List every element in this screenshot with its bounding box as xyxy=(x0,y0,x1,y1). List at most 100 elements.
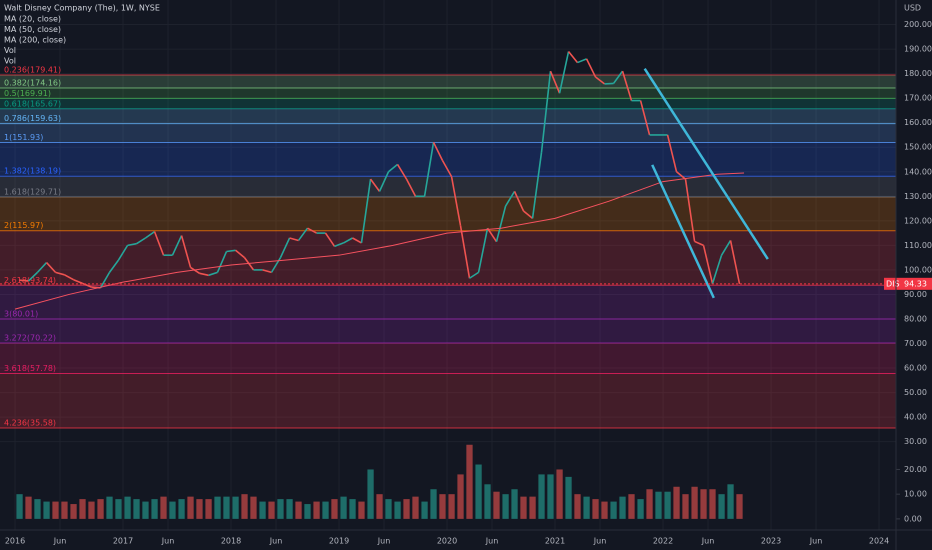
volume-bar xyxy=(70,504,77,519)
price-segment xyxy=(558,51,570,94)
volume-bar xyxy=(466,444,473,519)
price-segment xyxy=(522,210,534,220)
volume-bar xyxy=(664,491,671,519)
volume-bar xyxy=(340,496,347,519)
volume-bar xyxy=(718,494,725,519)
fib-band xyxy=(0,108,896,124)
price-segment xyxy=(711,254,723,284)
volume-bar xyxy=(61,501,68,519)
price-segment xyxy=(531,152,543,219)
price-segment xyxy=(595,76,605,85)
volume-bar xyxy=(592,499,599,519)
price-segment xyxy=(226,249,236,253)
fib-band xyxy=(0,176,896,198)
volume-bar xyxy=(538,474,545,519)
y-tick-label: 30.00 xyxy=(904,437,927,446)
volume-bar xyxy=(601,501,608,519)
legend-entry: MA (20, close) xyxy=(4,15,61,24)
volume-bar xyxy=(349,499,356,519)
volume-bar xyxy=(34,499,41,519)
volume-bar xyxy=(187,496,194,519)
price-segment xyxy=(549,70,561,94)
fib-label: 1.382(138.19) xyxy=(4,167,61,176)
y-tick-label: 180.00 xyxy=(904,69,932,78)
volume-bar xyxy=(286,499,293,519)
volume-bar xyxy=(97,499,104,519)
volume-bar xyxy=(565,476,572,519)
volume-bar xyxy=(574,494,581,519)
fib-label: 0.618(165.67) xyxy=(4,99,61,108)
y-tick-label: 200.00 xyxy=(904,20,932,29)
legend-entry: MA (200, close) xyxy=(4,36,66,45)
volume-bar xyxy=(736,494,743,519)
price-segment xyxy=(199,272,209,277)
price-segment xyxy=(459,225,471,279)
y-tick-label: 190.00 xyxy=(904,45,932,54)
volume-bar xyxy=(322,501,329,519)
price-segment xyxy=(396,163,408,180)
x-tick-label: Jun xyxy=(269,537,283,546)
fib-band xyxy=(0,87,896,99)
fib-label: 0.382(174.16) xyxy=(4,78,61,87)
ticker-label: DIS xyxy=(886,279,900,288)
y-tick-label: 120.00 xyxy=(904,216,932,225)
price-segment xyxy=(307,227,317,234)
price-segment xyxy=(423,142,435,197)
volume-bar xyxy=(295,501,302,519)
legend-entry: MA (50, close) xyxy=(4,25,61,34)
volume-bar xyxy=(529,496,536,519)
volume-bar xyxy=(673,486,680,519)
price-segment xyxy=(486,227,498,243)
x-tick-label: 2021 xyxy=(545,537,565,546)
volume-bar xyxy=(223,496,230,519)
volume-bar xyxy=(169,501,176,519)
fib-label: 3.272(70.22) xyxy=(4,333,56,342)
price-segment xyxy=(432,141,444,161)
volume-bar xyxy=(394,501,401,519)
y-tick-label: 150.00 xyxy=(904,143,932,152)
fib-band xyxy=(0,285,896,319)
volume-bar xyxy=(583,496,590,519)
price-segment xyxy=(235,249,246,259)
y2-tick-label: 10.00 xyxy=(904,490,927,499)
volume-bar xyxy=(376,494,383,519)
volume-bar xyxy=(214,496,221,519)
fib-label: 3(80.01) xyxy=(4,309,38,318)
price-segment xyxy=(99,271,111,289)
volume-bar xyxy=(448,494,455,519)
price-segment xyxy=(577,58,587,64)
x-tick-label: 2019 xyxy=(329,537,349,546)
fib-label: 0.236(179.41) xyxy=(4,66,61,75)
price-segment xyxy=(469,271,480,279)
price-segment xyxy=(720,240,732,256)
volume-bar xyxy=(457,474,464,519)
volume-bar xyxy=(547,474,554,519)
volume-bar xyxy=(331,499,338,519)
price-segment xyxy=(729,240,741,285)
trendline xyxy=(651,164,715,299)
price-segment xyxy=(369,178,381,192)
volume-bar xyxy=(133,499,140,519)
volume-bar xyxy=(142,501,149,519)
y-tick-label: 170.00 xyxy=(904,94,932,103)
fib-band xyxy=(0,98,896,109)
legend-entry: Vol xyxy=(4,57,16,66)
y-tick-label: 90.00 xyxy=(904,290,927,299)
price-segment xyxy=(136,237,146,245)
price-segment xyxy=(270,257,282,273)
price-segment xyxy=(216,251,228,273)
price-segment xyxy=(73,278,83,285)
price-segment xyxy=(405,178,417,197)
volume-bar xyxy=(412,496,419,519)
volume-bar xyxy=(484,484,491,519)
volume-bar xyxy=(403,499,410,519)
y-tick-label: 70.00 xyxy=(904,339,927,348)
price-segment xyxy=(208,271,218,277)
volume-bar xyxy=(178,499,185,519)
volume-bar xyxy=(637,499,644,519)
fib-band xyxy=(0,318,896,343)
volume-bar xyxy=(106,496,113,519)
volume-bar xyxy=(700,489,707,519)
